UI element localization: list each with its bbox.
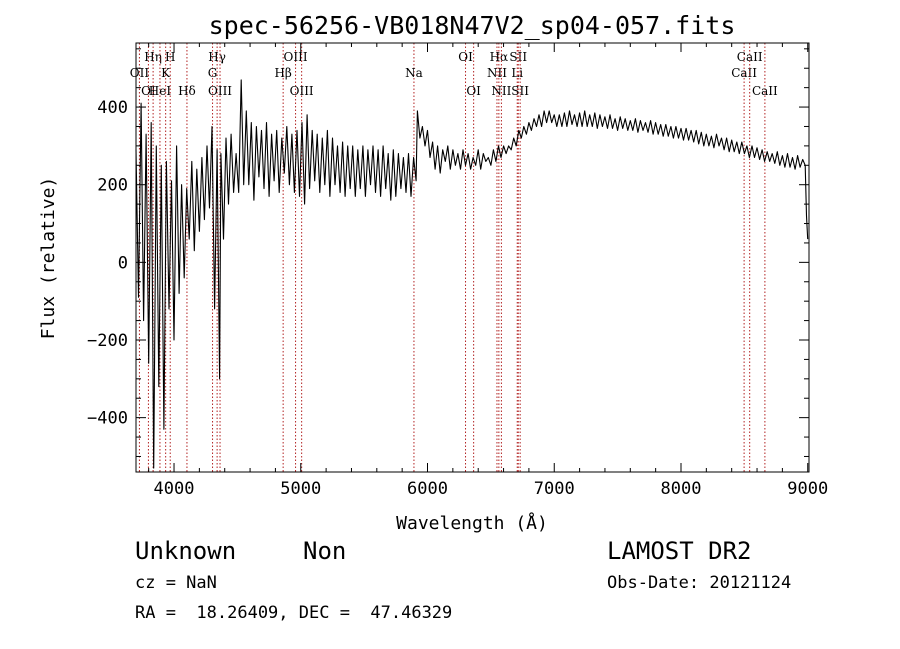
- x-axis-label: Wavelength (Å): [396, 512, 548, 534]
- y-tick-label: 400: [97, 98, 128, 118]
- line-marker-label: Hβ: [274, 66, 291, 80]
- line-marker-label: CaII: [737, 50, 763, 64]
- x-tick-label: 9000: [787, 479, 828, 499]
- line-marker-label: Na: [405, 66, 423, 80]
- y-tick-label: −200: [87, 331, 128, 351]
- spectrum-line: [135, 79, 809, 469]
- line-marker-label: G: [208, 66, 218, 80]
- x-tick-label: 6000: [407, 479, 448, 499]
- object-subclass-label: Non: [303, 537, 347, 565]
- y-tick-label: −400: [87, 409, 128, 429]
- chart-title: spec-56256-VB018N47V2_sp04-057.fits: [209, 11, 736, 40]
- x-tick-label: 4000: [154, 479, 195, 499]
- line-marker-label: H: [165, 50, 175, 64]
- x-tick-label: 8000: [661, 479, 702, 499]
- line-marker-label: CaII: [752, 84, 778, 98]
- y-tick-label: 0: [118, 253, 128, 273]
- line-marker-label: OIII: [208, 84, 232, 98]
- line-marker-label: K: [161, 66, 171, 80]
- redshift-text: cz = NaN: [135, 573, 217, 593]
- x-tick-label: 5000: [280, 479, 321, 499]
- axes: 4000 5000 6000 7000 8000 9000 −400 −200 0 200 400: [87, 43, 828, 499]
- line-marker-label: OIII: [290, 84, 314, 98]
- object-class-label: Unknown: [135, 537, 237, 565]
- line-marker-label: NII: [491, 84, 511, 98]
- y-axis-label: Flux (relative): [38, 177, 59, 340]
- line-marker-label: Hα: [490, 50, 509, 64]
- line-marker-label: SII: [511, 84, 529, 98]
- line-marker-label: OII: [130, 66, 150, 80]
- line-marker-label: OI: [141, 84, 156, 98]
- plot-frame: [135, 42, 810, 473]
- y-tick-label: 200: [97, 176, 128, 196]
- obs-date-text: Obs-Date: 20121124: [607, 573, 792, 593]
- line-marker-label: OI: [466, 84, 481, 98]
- line-marker-label: Li: [511, 66, 523, 80]
- coordinates-text: RA = 18.26409, DEC = 47.46329: [135, 603, 453, 623]
- line-marker-label: Hγ: [208, 50, 226, 64]
- line-marker-label: OI: [458, 50, 473, 64]
- line-marker-label: SII: [509, 50, 527, 64]
- spectral-line-markers: OII OI Hη HeI KH Hδ G Hγ OIII Hβ OIII OIII Na OI OI NII…: [130, 43, 778, 472]
- line-marker-label: NII: [487, 66, 507, 80]
- line-marker-label: CaII: [731, 66, 757, 80]
- survey-label: LAMOST DR2: [607, 537, 752, 565]
- line-marker-label: Hη: [144, 50, 162, 64]
- line-marker-label: OIII: [284, 50, 308, 64]
- line-marker-label: HeI: [149, 84, 172, 98]
- x-tick-label: 7000: [534, 479, 575, 499]
- line-marker-label: Hδ: [178, 84, 196, 98]
